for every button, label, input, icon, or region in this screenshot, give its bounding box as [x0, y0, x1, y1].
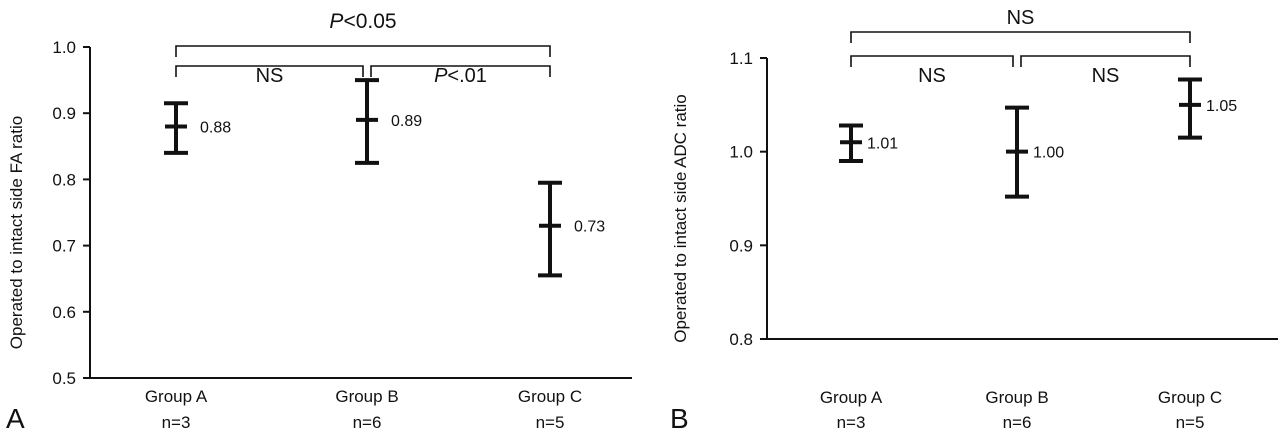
- y-tick-label: 0.7: [52, 237, 76, 256]
- x-category-label: Group A: [145, 387, 208, 406]
- error-bar: [1178, 77, 1202, 140]
- data-label: 1.01: [867, 135, 898, 152]
- y-tick-label: 1.0: [52, 38, 76, 57]
- y-tick-label: 0.8: [729, 330, 753, 349]
- significance-label: P<.01: [434, 65, 487, 87]
- sample-size-label: n=3: [162, 413, 191, 432]
- error-bar: [538, 180, 562, 278]
- significance-label: NS: [256, 65, 284, 87]
- x-category-label: Group B: [335, 387, 398, 406]
- x-category-label: Group A: [820, 388, 883, 407]
- y-tick-label: 0.6: [52, 303, 76, 322]
- sample-size-label: n=6: [1003, 413, 1032, 432]
- data-label: 0.88: [200, 119, 231, 136]
- x-category-label: Group C: [1158, 388, 1222, 407]
- data-label: 1.05: [1206, 98, 1237, 115]
- bracket-line: [175, 65, 364, 77]
- bracket-line: [850, 31, 1191, 43]
- comparison-bracket: P<0.05: [175, 10, 551, 57]
- data-label: 1.00: [1033, 145, 1064, 162]
- y-axis-label: Operated to intact side ADC ratio: [671, 94, 690, 343]
- significance-label: P<0.05: [329, 10, 396, 33]
- x-category-label: Group B: [985, 388, 1048, 407]
- sample-size-label: n=6: [353, 413, 382, 432]
- bracket-line: [850, 55, 1014, 67]
- comparison-bracket: P<.01: [370, 65, 551, 87]
- panel-a: 0.5 0.6 0.7 0.8 0.9 1.0 Operated to intact sid…: [6, 10, 632, 434]
- comparison-bracket: NS: [175, 65, 364, 87]
- error-bar: [164, 101, 188, 155]
- comparison-bracket: NS: [850, 55, 1014, 87]
- bracket-line: [370, 65, 551, 77]
- error-bar: [839, 123, 863, 164]
- y-tick-label: 0.8: [52, 170, 76, 189]
- sample-size-label: n=5: [536, 413, 565, 432]
- significance-label: NS: [1092, 65, 1120, 87]
- data-label: 0.89: [391, 113, 422, 130]
- y-tick-label: 1.1: [729, 49, 753, 68]
- panel-label: A: [6, 403, 25, 434]
- x-category-label: Group C: [518, 387, 582, 406]
- y-axis-label: Operated to intact side FA ratio: [7, 116, 26, 349]
- panel-b: 0.8 0.9 1.0 1.1 Operated to intact side ADC …: [670, 7, 1278, 434]
- sample-size-label: n=5: [1176, 413, 1205, 432]
- bracket-line: [1020, 55, 1191, 67]
- sample-size-label: n=3: [837, 413, 866, 432]
- panel-label: B: [670, 403, 689, 434]
- y-tick-label: 0.9: [729, 236, 753, 255]
- y-tick-label: 0.9: [52, 104, 76, 123]
- data-label: 0.73: [574, 219, 605, 236]
- y-tick-label: 1.0: [729, 143, 753, 162]
- y-tick-label: 0.5: [52, 369, 76, 388]
- significance-label: NS: [918, 65, 946, 87]
- comparison-bracket: NS: [850, 7, 1191, 43]
- comparison-bracket: NS: [1020, 55, 1191, 87]
- bracket-line: [175, 45, 551, 57]
- error-bar: [1005, 105, 1029, 199]
- significance-label: NS: [1007, 7, 1035, 29]
- error-bar: [355, 78, 379, 165]
